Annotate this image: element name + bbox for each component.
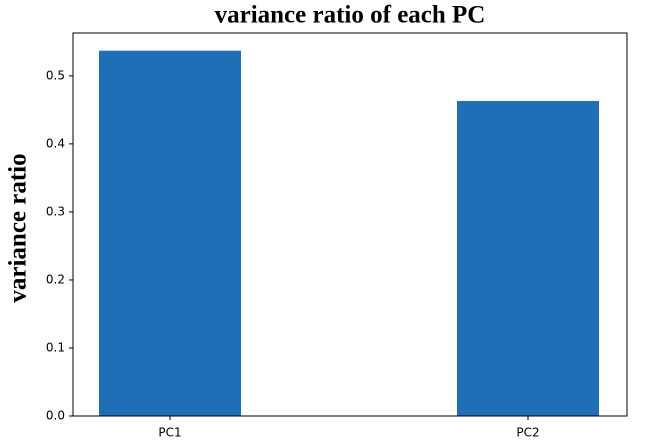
plot-frame — [72, 32, 628, 417]
y-tick-label: 0.3 — [46, 204, 65, 218]
y-tick-label: 0.5 — [46, 68, 65, 82]
y-tick-label: 0.0 — [46, 409, 65, 423]
y-tick-label: 0.1 — [46, 340, 65, 354]
y-axis-label: variance ratio — [5, 153, 32, 302]
y-tick-label: 0.2 — [46, 272, 65, 286]
bar — [457, 101, 599, 417]
x-tick-label: PC2 — [516, 426, 539, 440]
y-tick-label: 0.4 — [46, 136, 65, 150]
x-tick-label: PC1 — [158, 426, 181, 440]
chart-title: variance ratio of each PC — [215, 2, 486, 29]
bar — [99, 50, 241, 417]
